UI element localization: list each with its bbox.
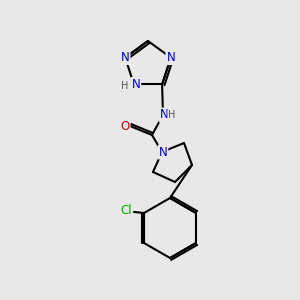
Text: N: N	[159, 146, 167, 158]
Text: O: O	[120, 119, 130, 133]
Text: H: H	[168, 110, 176, 120]
Text: N: N	[121, 51, 130, 64]
Text: N: N	[131, 78, 140, 91]
Text: Cl: Cl	[120, 205, 132, 218]
Text: H: H	[121, 81, 129, 92]
Text: N: N	[160, 109, 168, 122]
Text: N: N	[167, 51, 175, 64]
